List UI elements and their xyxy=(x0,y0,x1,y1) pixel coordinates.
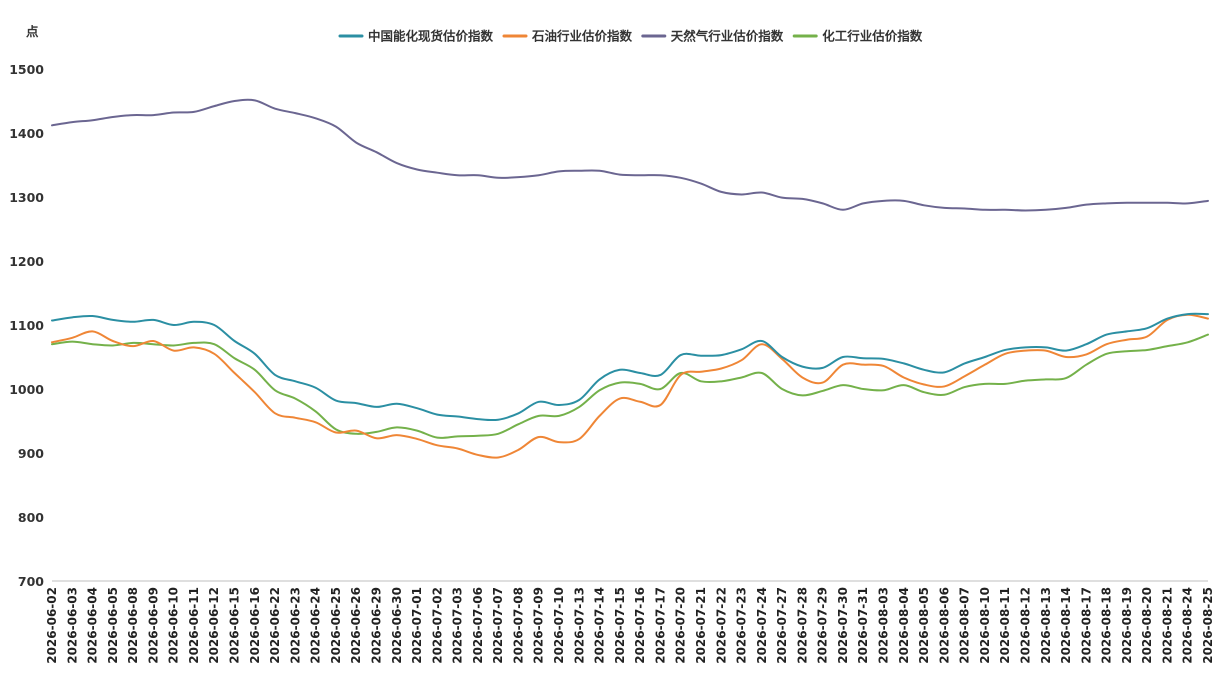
series-layer xyxy=(51,98,1209,459)
x-tick-label: 2026-06-09 xyxy=(146,587,160,664)
x-tick-label: 2026-07-24 xyxy=(755,587,769,664)
legend-label: 化工行业估价指数 xyxy=(822,29,923,44)
x-tick-label: 2026-08-05 xyxy=(917,587,931,664)
x-tick-label: 2026-07-27 xyxy=(775,587,789,664)
series-line-3 xyxy=(51,333,1209,439)
y-tick-label: 700 xyxy=(18,574,44,589)
x-tick-label: 2026-06-03 xyxy=(65,587,79,664)
x-tick-label: 2026-07-13 xyxy=(572,587,586,664)
x-tick-label: 2026-07-07 xyxy=(491,587,505,664)
x-tick-label: 2026-07-16 xyxy=(633,587,647,664)
series-line-1 xyxy=(51,313,1209,459)
x-tick-label: 2026-06-24 xyxy=(309,587,323,664)
y-tick-label: 1400 xyxy=(9,126,44,141)
x-tick-label: 2026-07-17 xyxy=(653,587,667,664)
x-tick-label: 2026-06-11 xyxy=(187,587,201,664)
legend: 中国能化现货估价指数 石油行业估价指数 天然气行业估价指数 化工行业估价指数 xyxy=(338,29,923,44)
x-tick-label: 2026-06-15 xyxy=(228,587,242,664)
x-tick-label: 2026-08-13 xyxy=(1039,587,1053,664)
x-tick-label: 2026-06-12 xyxy=(207,587,221,664)
x-tick-label: 2026-06-29 xyxy=(369,587,383,664)
x-tick-label: 2026-07-09 xyxy=(532,587,546,664)
x-tick-label: 2026-08-20 xyxy=(1140,587,1154,664)
x-tick-label: 2026-06-26 xyxy=(349,587,363,664)
x-tick-label: 2026-08-17 xyxy=(1079,587,1093,664)
x-tick-label: 2026-07-30 xyxy=(836,587,850,664)
x-tick-label: 2026-06-22 xyxy=(268,587,282,664)
legend-label: 天然气行业估价指数 xyxy=(671,29,784,44)
x-tick-label: 2026-06-30 xyxy=(390,587,404,664)
x-tick-label: 2026-07-10 xyxy=(552,587,566,664)
x-axis-ticks: 2026-06-02 2026-06-03 2026-06-04 2026-06-05… xyxy=(45,587,1215,664)
x-tick-label: 2026-07-15 xyxy=(613,587,627,664)
x-tick-label: 2026-06-16 xyxy=(248,587,262,664)
y-tick-label: 900 xyxy=(18,446,44,461)
x-tick-label: 2026-07-22 xyxy=(714,587,728,664)
x-tick-label: 2026-08-21 xyxy=(1160,587,1174,664)
x-tick-label: 2026-07-06 xyxy=(471,587,485,664)
y-tick-label: 800 xyxy=(18,510,44,525)
x-tick-label: 2026-07-02 xyxy=(430,587,444,664)
y-axis-unit-label: 点 xyxy=(26,24,39,39)
x-tick-label: 2026-07-20 xyxy=(674,587,688,664)
x-tick-label: 2026-07-28 xyxy=(795,587,809,664)
x-tick-label: 2026-07-29 xyxy=(816,587,830,664)
x-tick-label: 2026-07-03 xyxy=(451,587,465,664)
x-tick-label: 2026-08-03 xyxy=(877,587,891,664)
x-tick-label: 2026-06-08 xyxy=(126,587,140,664)
x-tick-label: 2026-08-14 xyxy=(1059,587,1073,664)
x-tick-label: 2026-06-10 xyxy=(167,587,181,664)
x-tick-label: 2026-08-19 xyxy=(1120,587,1134,664)
x-tick-label: 2026-07-31 xyxy=(856,587,870,664)
y-tick-label: 1100 xyxy=(9,318,44,333)
x-tick-label: 2026-06-02 xyxy=(45,587,59,664)
y-tick-label: 1500 xyxy=(9,62,44,77)
series-line-0 xyxy=(51,312,1209,422)
y-tick-label: 1300 xyxy=(9,190,44,205)
x-tick-label: 2026-07-08 xyxy=(511,587,525,664)
x-tick-label: 2026-08-04 xyxy=(897,587,911,664)
x-tick-label: 2026-08-10 xyxy=(978,587,992,664)
y-tick-label: 1000 xyxy=(9,382,44,397)
x-tick-label: 2026-06-05 xyxy=(106,587,120,664)
x-tick-label: 2026-07-23 xyxy=(735,587,749,664)
y-tick-label: 1200 xyxy=(9,254,44,269)
x-tick-label: 2026-08-24 xyxy=(1181,587,1195,664)
x-tick-label: 2026-08-06 xyxy=(937,587,951,664)
legend-label: 中国能化现货估价指数 xyxy=(368,29,494,44)
y-axis-ticks: 700 800 900 1000 1100 1200 1300 1400 1500 xyxy=(9,62,44,589)
x-tick-label: 2026-07-01 xyxy=(410,587,424,664)
x-tick-label: 2026-07-14 xyxy=(593,587,607,664)
x-tick-label: 2026-06-04 xyxy=(86,587,100,664)
x-tick-label: 2026-08-18 xyxy=(1100,587,1114,664)
x-tick-label: 2026-07-21 xyxy=(694,587,708,664)
x-tick-label: 2026-08-07 xyxy=(958,587,972,664)
legend-label: 石油行业估价指数 xyxy=(531,29,633,44)
x-tick-label: 2026-08-12 xyxy=(1018,587,1032,664)
x-tick-label: 2026-06-23 xyxy=(288,587,302,664)
x-tick-label: 2026-08-11 xyxy=(998,587,1012,664)
x-tick-label: 2026-08-25 xyxy=(1201,587,1215,664)
series-line-2 xyxy=(51,98,1209,212)
x-tick-label: 2026-06-25 xyxy=(329,587,343,664)
